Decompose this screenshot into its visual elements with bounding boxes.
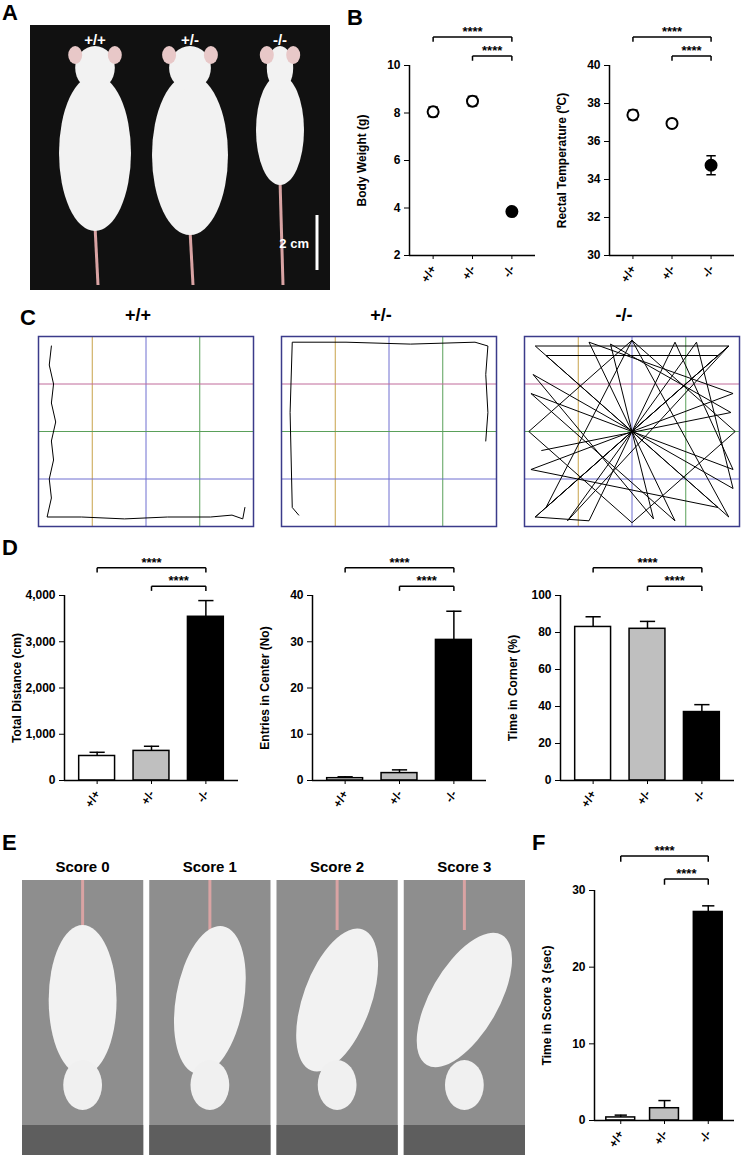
svg-text:60: 60 xyxy=(538,662,552,676)
svg-text:40: 40 xyxy=(538,699,552,713)
svg-text:0: 0 xyxy=(297,773,304,787)
svg-text:40: 40 xyxy=(290,588,304,602)
svg-text:****: **** xyxy=(654,843,675,858)
svg-text:****: **** xyxy=(681,43,702,58)
svg-text:2,000: 2,000 xyxy=(25,681,55,695)
html-text:A: A xyxy=(2,0,18,25)
svg-text:2 cm: 2 cm xyxy=(279,236,309,251)
svg-text:****: **** xyxy=(389,555,410,570)
svg-text:4: 4 xyxy=(394,201,401,215)
svg-text:Score 3: Score 3 xyxy=(437,858,491,875)
svg-text:38: 38 xyxy=(587,96,601,110)
html-text:E: E xyxy=(2,830,17,855)
svg-text:-/-: -/- xyxy=(699,263,717,280)
svg-text:****: **** xyxy=(665,573,686,588)
svg-text:30: 30 xyxy=(290,635,304,649)
svg-text:34: 34 xyxy=(587,172,601,186)
svg-text:****: **** xyxy=(482,43,503,58)
svg-text:+/-: +/- xyxy=(651,1128,670,1147)
svg-text:100: 100 xyxy=(531,588,551,602)
svg-text:2: 2 xyxy=(394,248,401,262)
svg-text:6: 6 xyxy=(394,153,401,167)
svg-text:****: **** xyxy=(462,24,483,39)
svg-text:30: 30 xyxy=(572,883,586,897)
svg-text:+/-: +/- xyxy=(181,31,199,48)
svg-text:20: 20 xyxy=(290,681,304,695)
svg-text:0: 0 xyxy=(545,773,552,787)
svg-text:****: **** xyxy=(637,555,658,570)
svg-text:32: 32 xyxy=(587,210,601,224)
svg-text:0: 0 xyxy=(49,773,56,787)
svg-text:1,000: 1,000 xyxy=(25,727,55,741)
html-text:C: C xyxy=(20,305,36,330)
svg-text:****: **** xyxy=(141,555,162,570)
svg-text:+/+: +/+ xyxy=(418,263,439,285)
svg-text:40: 40 xyxy=(587,58,601,72)
svg-text:****: **** xyxy=(169,573,190,588)
svg-text:Rectal Temperature (ºC): Rectal Temperature (ºC) xyxy=(555,93,569,229)
svg-text:30: 30 xyxy=(587,248,601,262)
svg-text:Score 0: Score 0 xyxy=(56,858,110,875)
svg-text:Entries in Center (No): Entries in Center (No) xyxy=(258,626,272,749)
svg-text:10: 10 xyxy=(387,58,401,72)
svg-text:20: 20 xyxy=(572,960,586,974)
svg-text:-/-: -/- xyxy=(696,1128,714,1145)
svg-text:+/-: +/- xyxy=(634,788,653,807)
svg-text:+/+: +/+ xyxy=(606,1128,627,1150)
svg-text:Time in Corner (%): Time in Corner (%) xyxy=(506,635,520,741)
svg-text:4,000: 4,000 xyxy=(25,588,55,602)
svg-text:+/-: +/- xyxy=(459,263,478,282)
svg-text:****: **** xyxy=(662,24,683,39)
html-text:B: B xyxy=(347,5,363,30)
svg-text:Body Weight (g): Body Weight (g) xyxy=(355,115,369,207)
svg-text:+/-: +/- xyxy=(138,788,157,807)
svg-text:0: 0 xyxy=(579,1113,586,1127)
svg-text:-/-: -/- xyxy=(194,788,212,805)
svg-text:-/-: -/- xyxy=(273,31,287,48)
svg-text:+/+: +/+ xyxy=(618,263,639,285)
svg-text:Total Distance (cm): Total Distance (cm) xyxy=(10,633,24,743)
html-text:D: D xyxy=(2,535,18,560)
svg-text:+/+: +/+ xyxy=(82,788,103,810)
svg-text:3,000: 3,000 xyxy=(25,635,55,649)
svg-text:****: **** xyxy=(676,866,697,881)
svg-text:Score 1: Score 1 xyxy=(183,858,237,875)
svg-text:Time in Score 3 (sec): Time in Score 3 (sec) xyxy=(540,946,554,1066)
svg-text:10: 10 xyxy=(290,727,304,741)
svg-text:+/+: +/+ xyxy=(578,788,599,810)
svg-text:8: 8 xyxy=(394,106,401,120)
svg-text:+/-: +/- xyxy=(659,263,678,282)
svg-text:80: 80 xyxy=(538,625,552,639)
svg-text:+/+: +/+ xyxy=(84,31,106,48)
svg-text:10: 10 xyxy=(572,1037,586,1051)
svg-text:+/-: +/- xyxy=(386,788,405,807)
svg-text:+/+: +/+ xyxy=(330,788,351,810)
svg-text:Score 2: Score 2 xyxy=(310,858,364,875)
svg-text:36: 36 xyxy=(587,134,601,148)
svg-text:-/-: -/- xyxy=(442,788,460,805)
svg-text:-/-: -/- xyxy=(690,788,708,805)
svg-text:20: 20 xyxy=(538,736,552,750)
svg-text:****: **** xyxy=(417,573,438,588)
svg-text:-/-: -/- xyxy=(500,263,518,280)
html-text:F: F xyxy=(532,830,546,855)
